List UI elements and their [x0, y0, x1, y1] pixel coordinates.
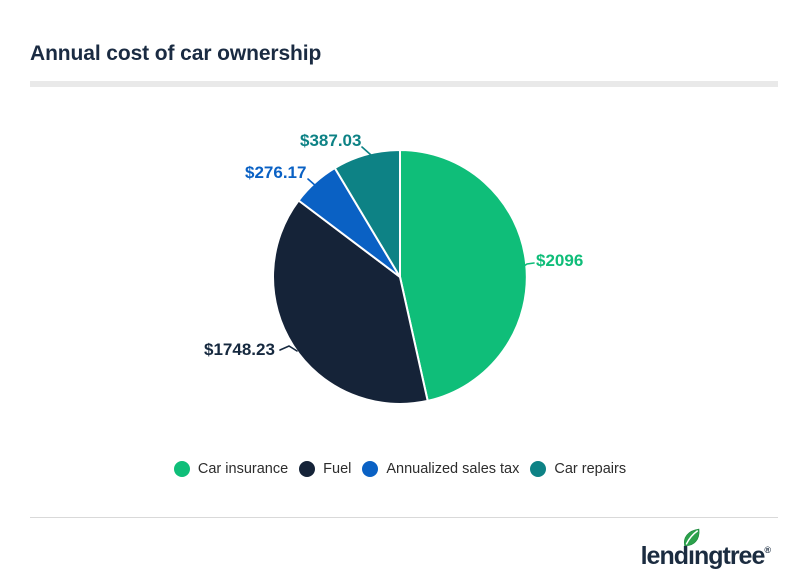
legend-swatch: [362, 461, 379, 477]
slice-value-label: $387.03: [300, 131, 361, 150]
title-divider: [30, 81, 778, 87]
legend-swatch: [530, 461, 547, 477]
logo-text-post: ngtree: [693, 542, 765, 570]
leader-line: [361, 146, 372, 156]
page-title: Annual cost of car ownership: [30, 42, 322, 65]
leader-line: [520, 262, 535, 269]
legend-label: Annualized sales tax: [386, 461, 520, 477]
legend-item: Fuel: [299, 461, 351, 477]
slice-value-label: $2096: [536, 251, 583, 270]
legend-swatch: [173, 461, 190, 477]
lendingtree-logo: lend ıngtree®: [640, 528, 771, 570]
logo-letter-i: ı: [683, 528, 700, 570]
leader-line: [279, 345, 298, 352]
legend-label: Car repairs: [554, 461, 627, 477]
leader-line: [307, 178, 318, 188]
footer-divider: [30, 517, 778, 518]
registered-mark: ®: [764, 545, 771, 555]
legend-item: Car insurance: [173, 461, 289, 477]
logo-text-i: ı: [688, 542, 695, 570]
legend-swatch: [299, 461, 316, 477]
legend-item: Car repairs: [530, 461, 626, 477]
pie-slice-car-insurance: [399, 149, 528, 402]
slice-value-label: $1748.23: [204, 340, 275, 359]
leaf-icon: [683, 528, 700, 546]
legend-label: Car insurance: [197, 461, 289, 477]
legend-item: Annualized sales tax: [362, 461, 519, 477]
legend-label: Fuel: [323, 461, 352, 477]
logo-text-pre: lend: [640, 542, 689, 570]
pie-slice-fuel: [272, 199, 429, 405]
pie-slice-car-repairs: [333, 149, 401, 278]
legend: Car insurance Fuel Annualized sales tax Car…: [0, 461, 800, 477]
slice-value-label: $276.17: [245, 163, 306, 182]
